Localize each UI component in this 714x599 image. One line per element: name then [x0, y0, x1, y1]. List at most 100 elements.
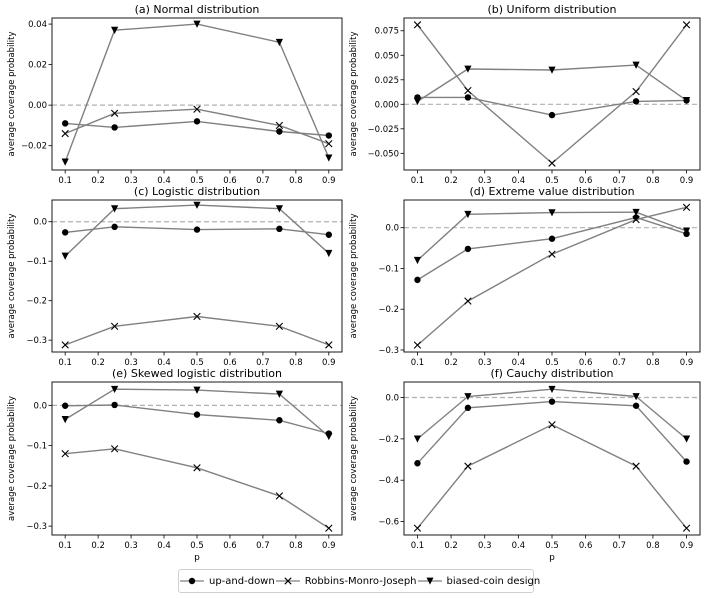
data-point: [325, 231, 333, 238]
data-point: [276, 128, 283, 135]
x-tick-label: 0.8: [289, 541, 303, 551]
x-tick-label: 0.7: [256, 176, 270, 186]
data-point: [682, 21, 691, 29]
data-point: [632, 61, 640, 69]
data-point: [110, 109, 119, 117]
data-point: [61, 341, 69, 349]
x-tick-label: 0.1: [58, 176, 72, 186]
chart-title: (a) Normal distribution: [135, 3, 260, 16]
data-point: [413, 256, 422, 265]
chart-title: (b) Uniform distribution: [488, 3, 617, 16]
data-point: [464, 86, 472, 95]
x-axis-label: p: [194, 553, 200, 563]
data-point: [548, 250, 556, 258]
series-line-3: [64, 23, 330, 163]
data-point: [682, 435, 691, 443]
y-tick-label: 0.025: [375, 76, 399, 86]
y-axis-label: average coverage probability: [7, 396, 17, 521]
data-point: [413, 435, 422, 443]
data-point: [632, 402, 640, 409]
data-point: [548, 159, 556, 167]
chart-panel-1: 0.1 0.2 0.3 0.4 0.5 0.6 0.7 0.8 0.9 −0.02 0.00 0.02…: [7, 3, 343, 186]
x-tick-label: 0.9: [322, 176, 336, 186]
data-point: [682, 227, 691, 235]
data-point: [61, 252, 69, 260]
x-tick-label: 0.1: [411, 541, 425, 551]
x-tick-label: 0.4: [512, 541, 526, 551]
data-point: [632, 87, 640, 96]
data-point: [193, 464, 201, 472]
x-tick-label: 0.1: [411, 358, 425, 368]
data-point: [111, 26, 119, 34]
x-tick-label: 0.5: [545, 541, 559, 551]
series-line-1: [417, 216, 687, 281]
x-tick-label: 0.7: [613, 541, 627, 551]
data-point: [193, 201, 201, 209]
data-point: [275, 390, 283, 398]
data-point: [414, 276, 421, 284]
y-tick-label: −0.2: [378, 305, 399, 315]
series-line-2: [64, 315, 330, 346]
data-point: [632, 215, 640, 224]
data-point: [325, 132, 333, 139]
x-tick-label: 0.6: [579, 541, 593, 551]
legend-marker-x-icon: [275, 577, 300, 585]
y-tick-label: 0.0: [385, 394, 399, 404]
x-tick-label: 0.2: [91, 541, 105, 551]
legend-item-up-and-down: up-and-down: [179, 575, 275, 587]
data-point: [61, 416, 69, 424]
data-point: [414, 460, 421, 467]
data-point: [632, 462, 640, 470]
x-tick-label: 0.6: [223, 358, 237, 368]
plot-frame: [403, 199, 701, 353]
data-point: [111, 385, 119, 394]
y-axis-label: average coverage probability: [349, 396, 359, 521]
chart-title: (f) Cauchy distribution: [490, 367, 613, 380]
x-tick-label: 0.5: [190, 176, 204, 186]
y-axis-label: average coverage probability: [349, 213, 359, 338]
x-tick-label: 0.2: [91, 358, 105, 368]
x-tick-label: 0.8: [646, 358, 660, 368]
data-point: [413, 21, 422, 29]
y-tick-label: 0.02: [28, 61, 47, 71]
y-tick-label: −0.3: [26, 522, 47, 532]
x-tick-label: 0.4: [512, 358, 526, 368]
data-point: [548, 385, 556, 394]
data-point: [632, 98, 640, 105]
chart-title: (e) Skewed logistic distribution: [112, 367, 282, 380]
x-tick-label: 0.8: [646, 541, 660, 551]
x-tick-label: 0.1: [58, 358, 72, 368]
data-point: [325, 139, 333, 148]
data-point: [548, 111, 556, 119]
y-tick-label: −0.025: [368, 125, 399, 135]
chart-panel-5: 0.1 0.2 0.3 0.4 0.5 0.6 0.7 0.8 0.9 −0.3 −0.2 −0.1 0…: [7, 367, 343, 563]
data-point: [275, 492, 284, 500]
y-tick-label: 0.000: [375, 100, 399, 110]
data-point: [464, 404, 472, 412]
data-point: [632, 208, 640, 217]
data-point: [193, 20, 201, 28]
data-point: [325, 341, 333, 349]
data-point: [275, 322, 284, 331]
x-tick-label: 0.6: [223, 541, 237, 551]
x-tick-label: 0.1: [58, 541, 72, 551]
x-tick-label: 0.5: [190, 358, 204, 368]
data-point: [193, 411, 201, 418]
legend-label: Robbins-Monro-Joseph: [304, 575, 417, 587]
y-tick-label: 0.050: [375, 51, 399, 61]
plot-frame: [51, 199, 343, 353]
x-tick-label: 0.4: [157, 358, 171, 368]
x-axis-label: p: [549, 553, 555, 563]
data-point: [548, 209, 556, 217]
y-tick-label: −0.3: [26, 336, 47, 346]
x-tick-label: 0.3: [478, 176, 492, 186]
x-tick-label: 0.3: [478, 541, 492, 551]
x-tick-label: 0.5: [545, 358, 559, 368]
chart-panel-6: 0.1 0.2 0.3 0.4 0.5 0.6 0.7 0.8 0.9 −0.6 −0.4 −0.2 0…: [349, 367, 701, 563]
data-point: [464, 393, 472, 401]
data-point: [413, 524, 422, 532]
legend-marker-circle-icon: [180, 577, 204, 585]
x-tick-label: 0.9: [322, 358, 336, 368]
data-point: [193, 386, 201, 394]
